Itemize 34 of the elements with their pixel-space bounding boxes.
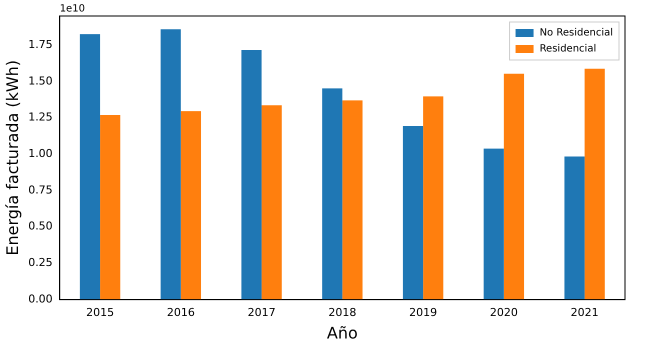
y-tick-label: 0.25 xyxy=(28,256,53,270)
bar xyxy=(504,74,524,300)
bar xyxy=(100,115,120,300)
x-tick-label: 2019 xyxy=(409,306,438,320)
bar xyxy=(402,126,424,300)
bar xyxy=(241,50,262,300)
bar xyxy=(584,68,605,300)
y-tick-label: 0.75 xyxy=(28,183,53,196)
x-tick-label: 2018 xyxy=(328,306,356,320)
legend-label: No Residencial xyxy=(540,28,613,39)
text: 1e10 xyxy=(60,4,85,15)
bar xyxy=(160,29,181,300)
y-tick-label: 1.75 xyxy=(28,38,53,51)
bar xyxy=(423,96,444,300)
x-axis-title: Año xyxy=(326,324,358,343)
y-tick-label: 1.25 xyxy=(28,110,53,124)
x-tick-label: 2020 xyxy=(490,306,518,320)
x-tick-label: 2017 xyxy=(248,306,276,320)
legend-label: Residencial xyxy=(540,44,596,55)
x-tick-label: 2021 xyxy=(570,306,599,320)
bar xyxy=(322,88,342,300)
bar xyxy=(180,111,202,300)
bar xyxy=(80,34,100,300)
y-tick-label: 0.50 xyxy=(28,220,53,233)
x-tick-label: 2015 xyxy=(86,306,114,320)
bar xyxy=(262,105,282,300)
bar xyxy=(564,156,585,300)
x-tick-label: 2016 xyxy=(166,306,195,320)
y-tick-label: 1.00 xyxy=(28,147,53,160)
y-tick-label: 0.00 xyxy=(28,292,53,306)
y-tick-label: 1.50 xyxy=(28,74,53,88)
y-axis-title: Energía facturada (kWh) xyxy=(2,60,22,256)
bar xyxy=(484,148,504,300)
bar xyxy=(342,100,363,300)
